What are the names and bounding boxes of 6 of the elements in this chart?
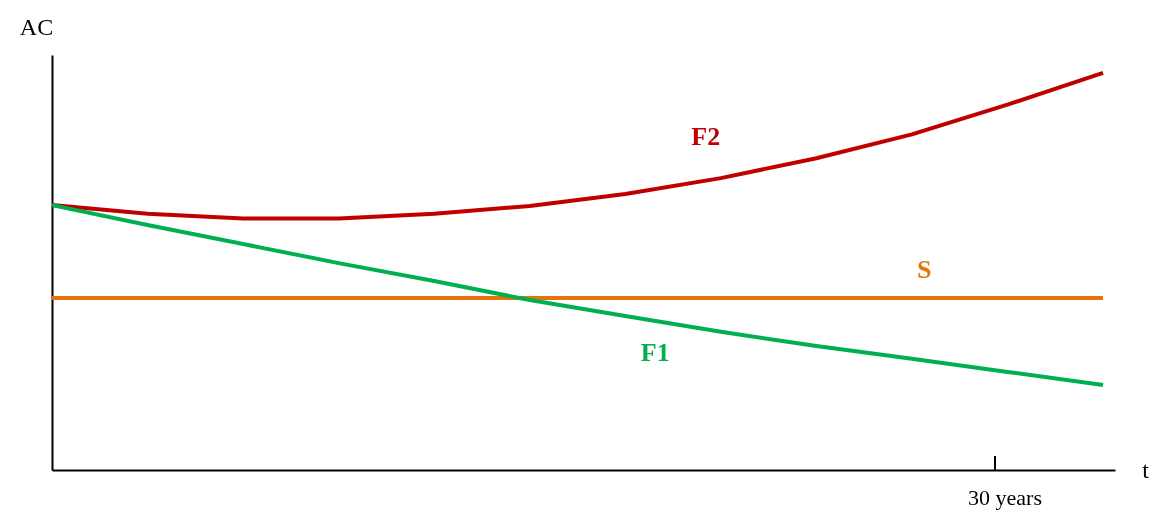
- series-label: F2: [691, 121, 721, 151]
- x-axis-title: t: [1142, 456, 1150, 483]
- series-label: F1: [640, 337, 670, 367]
- y-axis-title: AC: [19, 13, 54, 40]
- series-label: S: [917, 255, 932, 285]
- text: 30 years: [968, 485, 1042, 510]
